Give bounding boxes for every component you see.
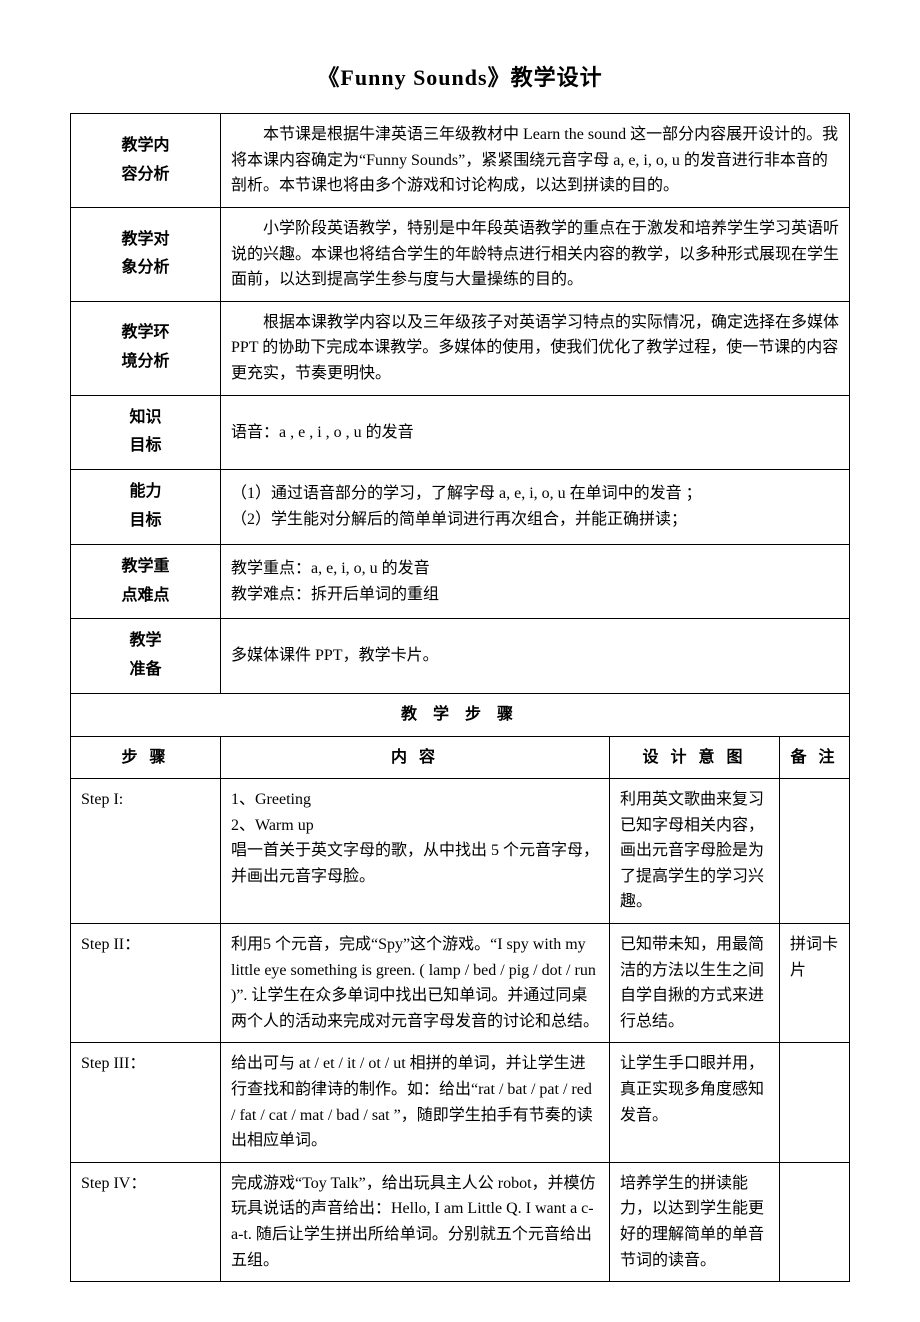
text-focus-difficulty: 教学重点：a, e, i, o, u 的发音 教学难点：拆开后单词的重组 bbox=[221, 544, 850, 619]
lesson-plan-table: 教学内容分析 本节课是根据牛津英语三年级教材中 Learn the sound … bbox=[70, 113, 850, 1282]
title-prefix: 《 bbox=[317, 65, 340, 90]
col-step-header: 步 骤 bbox=[71, 736, 221, 779]
text-ability-obj: （1）通过语音部分的学习，了解字母 a, e, i, o, u 在单词中的发音 … bbox=[221, 470, 850, 545]
step-content: 完成游戏“Toy Talk”，给出玩具主人公 robot，并模仿玩具说话的声音给… bbox=[221, 1162, 610, 1281]
focus-line2: 教学难点：拆开后单词的重组 bbox=[231, 582, 839, 608]
label-learner-analysis: 教学对象分析 bbox=[71, 207, 221, 301]
col-intent-header: 设 计 意 图 bbox=[610, 736, 780, 779]
step-name: Step IV： bbox=[71, 1162, 221, 1281]
step-note bbox=[780, 1162, 850, 1281]
page-title: 《Funny Sounds》教学设计 bbox=[70, 60, 850, 95]
step-content: 给出可与 at / et / it / ot / ut 相拼的单词，并让学生进行… bbox=[221, 1043, 610, 1162]
row-column-headers: 步 骤 内 容 设 计 意 图 备 注 bbox=[71, 736, 850, 779]
row-content-analysis: 教学内容分析 本节课是根据牛津英语三年级教材中 Learn the sound … bbox=[71, 114, 850, 208]
label-preparation: 教学准备 bbox=[71, 619, 221, 694]
step-row: Step I: 1、Greeting2、Warm up唱一首关于英文字母的歌，从… bbox=[71, 779, 850, 924]
step-intent: 已知带未知，用最简洁的方法以生生之间自学自揪的方式来进行总结。 bbox=[610, 924, 780, 1043]
row-knowledge-obj: 知识目标 语音：a , e , i , o , u 的发音 bbox=[71, 395, 850, 470]
step-name: Step III： bbox=[71, 1043, 221, 1162]
focus-line1: 教学重点：a, e, i, o, u 的发音 bbox=[231, 556, 839, 582]
document-page: 《Funny Sounds》教学设计 教学内容分析 本节课是根据牛津英语三年级教… bbox=[0, 0, 920, 1322]
text-learner-analysis: 小学阶段英语教学，特别是中年段英语教学的重点在于激发和培养学生学习英语听说的兴趣… bbox=[221, 207, 850, 301]
step-intent: 利用英文歌曲来复习已知字母相关内容，画出元音字母脸是为了提高学生的学习兴趣。 bbox=[610, 779, 780, 924]
ability-line1: （1）通过语音部分的学习，了解字母 a, e, i, o, u 在单词中的发音 … bbox=[231, 481, 839, 507]
row-env-analysis: 教学环境分析 根据本课教学内容以及三年级孩子对英语学习特点的实际情况，确定选择在… bbox=[71, 301, 850, 395]
step-note bbox=[780, 1043, 850, 1162]
step-note: 拼词卡片 bbox=[780, 924, 850, 1043]
step-intent: 培养学生的拼读能力，以达到学生能更好的理解简单的单音节词的读音。 bbox=[610, 1162, 780, 1281]
title-english: Funny Sounds bbox=[340, 65, 487, 90]
title-suffix: 》教学设计 bbox=[488, 65, 603, 90]
step-intent: 让学生手口眼并用，真正实现多角度感知发音。 bbox=[610, 1043, 780, 1162]
step-note bbox=[780, 779, 850, 924]
step-row: Step III： 给出可与 at / et / it / ot / ut 相拼… bbox=[71, 1043, 850, 1162]
text-content-analysis: 本节课是根据牛津英语三年级教材中 Learn the sound 这一部分内容展… bbox=[221, 114, 850, 208]
label-focus-difficulty: 教学重点难点 bbox=[71, 544, 221, 619]
row-steps-title: 教 学 步 骤 bbox=[71, 693, 850, 736]
step-name: Step I: bbox=[71, 779, 221, 924]
col-note-header: 备 注 bbox=[780, 736, 850, 779]
row-ability-obj: 能力目标 （1）通过语音部分的学习，了解字母 a, e, i, o, u 在单词… bbox=[71, 470, 850, 545]
text-knowledge-obj: 语音：a , e , i , o , u 的发音 bbox=[221, 395, 850, 470]
ability-line2: （2）学生能对分解后的简单单词进行再次组合，并能正确拼读； bbox=[231, 507, 839, 533]
step-content: 1、Greeting2、Warm up唱一首关于英文字母的歌，从中找出 5 个元… bbox=[221, 779, 610, 924]
steps-title: 教 学 步 骤 bbox=[71, 693, 850, 736]
step-content: 利用5 个元音，完成“Spy”这个游戏。“I spy with my littl… bbox=[221, 924, 610, 1043]
text-preparation: 多媒体课件 PPT，教学卡片。 bbox=[221, 619, 850, 694]
text-env-analysis: 根据本课教学内容以及三年级孩子对英语学习特点的实际情况，确定选择在多媒体 PPT… bbox=[221, 301, 850, 395]
label-content-analysis: 教学内容分析 bbox=[71, 114, 221, 208]
label-env-analysis: 教学环境分析 bbox=[71, 301, 221, 395]
col-content-header: 内 容 bbox=[221, 736, 610, 779]
step-name: Step II： bbox=[71, 924, 221, 1043]
row-preparation: 教学准备 多媒体课件 PPT，教学卡片。 bbox=[71, 619, 850, 694]
label-ability-obj: 能力目标 bbox=[71, 470, 221, 545]
row-focus-difficulty: 教学重点难点 教学重点：a, e, i, o, u 的发音 教学难点：拆开后单词… bbox=[71, 544, 850, 619]
step-row: Step II： 利用5 个元音，完成“Spy”这个游戏。“I spy with… bbox=[71, 924, 850, 1043]
step-row: Step IV： 完成游戏“Toy Talk”，给出玩具主人公 robot，并模… bbox=[71, 1162, 850, 1281]
label-knowledge-obj: 知识目标 bbox=[71, 395, 221, 470]
row-learner-analysis: 教学对象分析 小学阶段英语教学，特别是中年段英语教学的重点在于激发和培养学生学习… bbox=[71, 207, 850, 301]
